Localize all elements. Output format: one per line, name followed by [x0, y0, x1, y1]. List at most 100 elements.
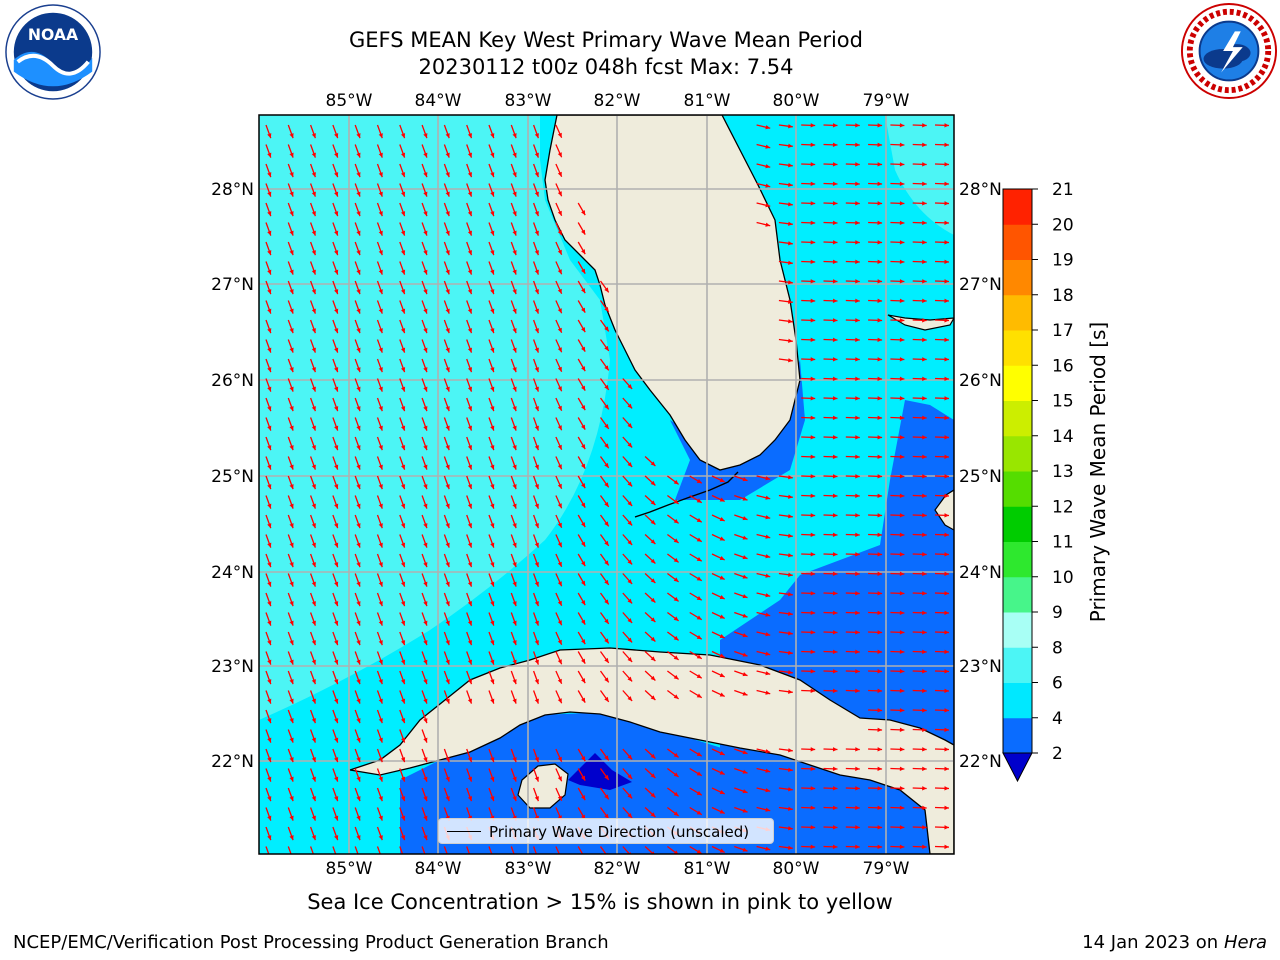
wave-arrow-head — [922, 727, 927, 733]
wave-arrow-head — [604, 326, 609, 332]
wave-arrow-head — [467, 542, 472, 548]
wave-arrow-head — [557, 327, 562, 333]
wave-arrow-head — [944, 727, 949, 733]
wave-arrow-head — [467, 172, 472, 178]
wave-arrow-head — [719, 673, 725, 677]
wave-arrow-head — [311, 718, 316, 724]
lat-label-left-28n: 28°N — [211, 180, 254, 200]
wave-arrow-head — [899, 552, 905, 557]
wave-arrow-head — [557, 249, 562, 255]
wave-arrow-head — [378, 386, 383, 392]
wave-arrow-head — [267, 659, 272, 665]
wave-arrow-head — [557, 386, 562, 392]
wave-arrow-head — [899, 454, 905, 460]
map-title: GEFS MEAN Key West Primary Wave Mean Per… — [349, 28, 863, 52]
wave-arrow-head — [401, 737, 406, 743]
wave-arrow-head — [627, 657, 633, 662]
wave-arrow-head — [534, 425, 539, 431]
wave-arrow-head — [445, 757, 450, 763]
wave-arrow-head — [696, 771, 702, 776]
wave-arrow-head — [899, 844, 905, 850]
wave-arrow-head — [557, 639, 562, 645]
wave-arrow-head — [423, 484, 428, 490]
wave-arrow-shaft — [466, 846, 471, 854]
wave-arrow-head — [311, 581, 316, 587]
wave-arrow-head — [311, 757, 316, 763]
wave-arrow-head — [765, 554, 771, 559]
wave-arrow-head — [832, 279, 838, 284]
wave-arrow-head — [512, 698, 517, 704]
wave-arrow-head — [696, 849, 702, 854]
wave-arrow-head — [944, 708, 949, 713]
wave-arrow-head — [467, 503, 472, 509]
wave-arrow-head — [311, 250, 316, 256]
wave-arrow-head — [267, 601, 272, 607]
wave-arrow-head — [788, 202, 793, 207]
wave-arrow-head — [334, 464, 339, 470]
wave-arrow-head — [877, 688, 883, 694]
wave-arrow-head — [267, 581, 272, 587]
wave-arrow-head — [401, 620, 406, 626]
wave-arrow-head — [832, 240, 838, 245]
wave-arrow-head — [922, 220, 927, 226]
wave-arrow-head — [267, 815, 272, 821]
wave-arrow-head — [289, 562, 294, 568]
wave-arrow-head — [581, 249, 586, 255]
wave-arrow-head — [557, 600, 562, 606]
wave-arrow-head — [877, 844, 883, 850]
wave-arrow-head — [877, 201, 883, 206]
wave-arrow-head — [855, 649, 860, 655]
wave-arrow-head — [810, 552, 816, 557]
wave-arrow-head — [289, 289, 294, 295]
wave-arrow-head — [922, 786, 927, 791]
wave-arrow-head — [922, 591, 927, 596]
wave-arrow-head — [334, 269, 339, 275]
wave-arrow-head — [356, 425, 361, 431]
colorbar-band — [1003, 717, 1032, 754]
wave-arrow-head — [557, 756, 562, 762]
wave-arrow-head — [311, 269, 316, 275]
wave-arrow-head — [922, 474, 927, 479]
wave-arrow-head — [311, 815, 316, 821]
wave-arrow-head — [719, 536, 725, 541]
date-stamp: 14 Jan 2023 on Hera — [1082, 932, 1267, 953]
wave-arrow-head — [467, 776, 472, 782]
wave-arrow-head — [467, 269, 472, 275]
wave-arrow-head — [557, 795, 562, 801]
wave-arrow-head — [742, 769, 748, 774]
wave-arrow-head — [877, 825, 883, 830]
colorbar-tick-label: 15 — [1052, 392, 1074, 412]
wave-arrow-head — [719, 575, 725, 580]
wave-arrow-head — [696, 557, 702, 562]
wave-arrow-head — [490, 133, 495, 139]
wave-arrow-head — [311, 835, 316, 841]
colorbar-band — [1003, 576, 1032, 613]
colorbar-tick-label: 10 — [1052, 568, 1074, 588]
wave-arrow-head — [467, 620, 472, 626]
wave-arrow-head — [810, 610, 816, 616]
wave-arrow-head — [581, 658, 586, 664]
wave-arrow-head — [490, 464, 495, 470]
wave-arrow-head — [356, 581, 361, 587]
wave-arrow-head — [899, 201, 905, 206]
colorbar: 2 4 6 8 9 10 11 12 13 14 15 16 17 18 19 20 21 — [1002, 180, 1074, 783]
wave-arrow-head — [855, 513, 860, 518]
wave-arrow-head — [899, 669, 905, 674]
wave-arrow-head — [922, 493, 927, 499]
wave-arrow-head — [378, 289, 383, 295]
wave-arrow-head — [855, 123, 860, 128]
wave-arrow-head — [334, 152, 339, 158]
wave-arrow-head — [765, 573, 771, 578]
wave-arrow-head — [445, 562, 450, 568]
wave-arrow-head — [534, 776, 539, 782]
colorbar-tick-label: 20 — [1052, 215, 1074, 235]
wave-arrow-head — [423, 581, 428, 587]
wave-arrow-head — [423, 386, 428, 392]
wave-arrow-head — [810, 162, 816, 167]
wave-arrow-head — [289, 640, 294, 646]
colorbar-band — [1003, 435, 1032, 472]
wave-arrow-head — [356, 562, 361, 568]
wave-arrow-head — [490, 289, 495, 295]
wave-arrow-head — [401, 835, 406, 841]
wave-arrow-head — [423, 133, 428, 139]
